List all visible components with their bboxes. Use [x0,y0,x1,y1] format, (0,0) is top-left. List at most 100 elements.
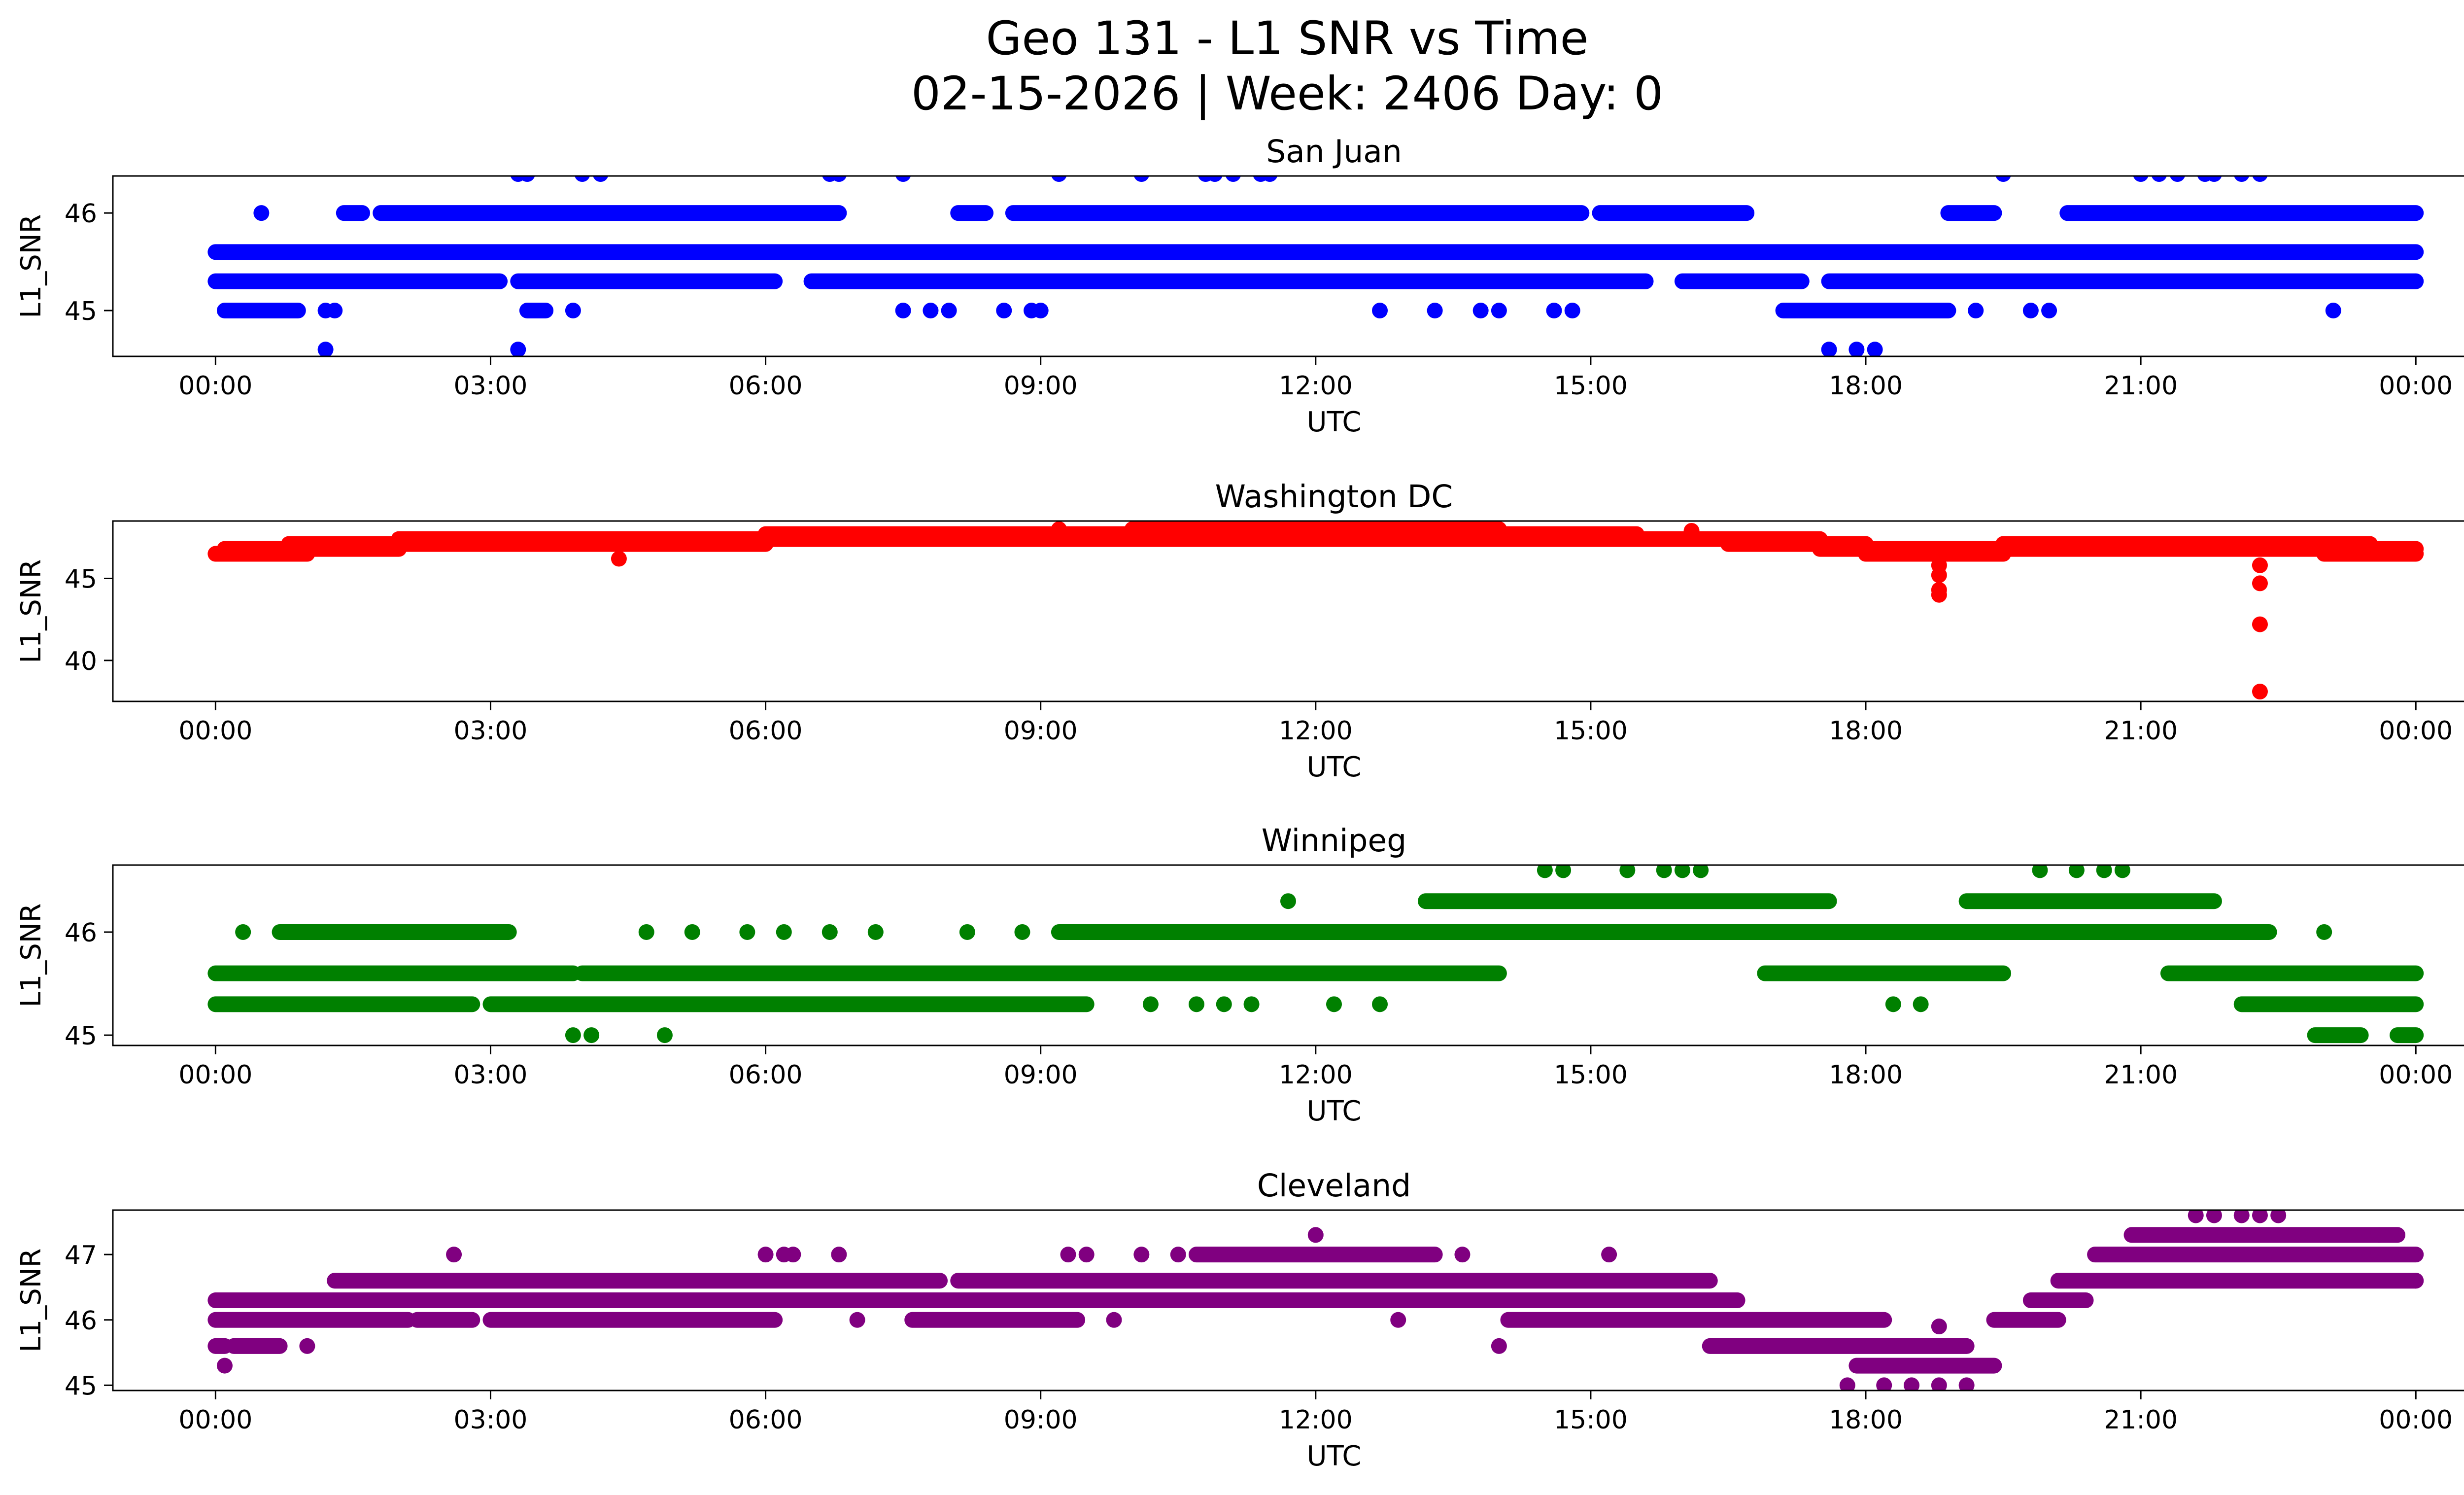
x-tick-label-6: 18:00 [1829,371,1903,401]
data-point-19 [1876,1377,1892,1391]
data-point-31 [1564,303,1580,319]
data-point-2 [1931,567,1947,583]
data-point-24 [2188,1210,2204,1223]
data-point-25 [1885,996,1901,1012]
data-point-30 [1546,303,1562,319]
data-point-21 [1931,1377,1947,1391]
x-tick-label-3: 09:00 [1004,716,1078,746]
data-point-11 [1683,522,1700,539]
x-tick-label-0: 00:00 [178,1060,252,1090]
data-point-22 [1207,176,1223,182]
data-point-15 [941,303,957,319]
x-tick-label-2: 06:00 [729,716,803,746]
x-tick-label-3: 09:00 [1004,1405,1078,1435]
data-point-6 [519,176,535,182]
panel-title: Winnipeg [1262,823,1407,859]
data-point-15 [1243,996,1260,1012]
data-point-0 [235,924,251,940]
data-point-35 [1968,303,1984,319]
x-axis-label: UTC [1306,751,1361,783]
x-tick-label-3: 09:00 [1004,1060,1078,1090]
y-tick-label-1: 46 [65,918,97,948]
data-point-14 [1216,996,1232,1012]
data-point-0 [216,1357,233,1374]
x-tick-label-6: 18:00 [1829,716,1903,746]
data-point-27 [2252,1210,2268,1223]
y-tick-label-2: 47 [65,1241,97,1270]
data-point-17 [1372,996,1388,1012]
data-point-9 [867,924,884,940]
x-tick-label-6: 18:00 [1829,1405,1903,1435]
data-point-7 [2252,616,2268,632]
data-point-16 [1326,996,1342,1012]
data-point-7 [565,303,581,319]
panel-winnipeg: Winnipeg 00:00 03:00 06:00 09:00 12:00 15:00 18… [15,823,2464,1127]
x-tick-label-7: 21:00 [2104,371,2178,401]
data-point-15 [1454,1247,1471,1263]
y-tick-label-0: 45 [65,297,97,326]
data-point-30 [2114,865,2130,878]
x-tick-label-2: 06:00 [729,1405,803,1435]
x-tick-label-5: 15:00 [1554,716,1628,746]
y-tick-label-0: 45 [65,1021,97,1051]
data-point-23 [1674,865,1690,878]
data-point-34 [1867,342,1883,356]
data-point-28 [2270,1210,2287,1223]
data-markers [207,521,2424,700]
data-point-18 [1280,893,1296,909]
data-point-8 [821,924,838,940]
figure-title-line2: 02-15-2026 | Week: 2406 Day: 0 [911,67,1663,121]
data-point-8 [1060,1247,1076,1263]
data-point-10 [1051,521,1067,537]
data-point-5 [684,924,700,940]
data-point-13 [895,303,911,319]
data-point-6 [831,1247,847,1263]
axes-frame [112,520,2464,702]
data-point-25 [1262,176,1278,182]
y-tick-label-0: 45 [65,1371,97,1401]
data-markers [207,865,2424,1043]
data-point-30 [2408,1273,2424,1289]
data-point-20 [1133,176,1149,182]
panel-title: San Juan [1266,134,1402,170]
data-point-26 [2233,1210,2250,1223]
x-tick-label-4: 12:00 [1279,1060,1353,1090]
x-tick-label-5: 15:00 [1554,371,1628,401]
data-point-26 [1913,996,1929,1012]
data-point-3 [757,1247,774,1263]
data-point-14 [1390,1312,1406,1328]
data-point-12 [1170,1247,1186,1263]
panel-cleveland: Cleveland 00:00 03:00 06:00 09:00 12:00 15:00 1… [15,1168,2464,1472]
data-point-12 [895,176,911,182]
x-tick-label-1: 03:00 [454,371,528,401]
data-point-8 [2252,684,2268,700]
x-tick-label-8: 00:00 [2379,371,2453,401]
data-point-29 [2096,865,2112,878]
data-point-9 [593,176,609,182]
data-point-31 [2316,924,2332,940]
data-point-27 [1427,303,1443,319]
x-tick-label-6: 18:00 [1829,1060,1903,1090]
data-point-22 [1656,865,1672,878]
data-point-28 [2068,865,2085,878]
data-point-9 [1078,1247,1095,1263]
data-point-0 [611,551,627,567]
x-tick-label-8: 00:00 [2379,1405,2453,1435]
data-point-7 [849,1312,865,1328]
data-point-7 [776,924,792,940]
data-point-8 [575,176,590,182]
data-point-23 [1931,1319,1947,1335]
data-point-22 [1958,1377,1975,1391]
data-point-6 [739,924,755,940]
data-point-3 [317,342,334,356]
x-tick-label-8: 00:00 [2379,1060,2453,1090]
figure-title-line1: Geo 131 - L1 SNR vs Time [986,12,1589,66]
data-point-29 [2371,1227,2387,1243]
data-point-10 [959,924,975,940]
data-point-17 [1601,1247,1617,1263]
data-point-39 [2133,176,2149,182]
y-axis-label: L1_SNR [15,214,47,318]
axes-frame [112,864,2464,1046]
data-point-18 [1032,303,1049,319]
x-tick-label-4: 12:00 [1279,716,1353,746]
